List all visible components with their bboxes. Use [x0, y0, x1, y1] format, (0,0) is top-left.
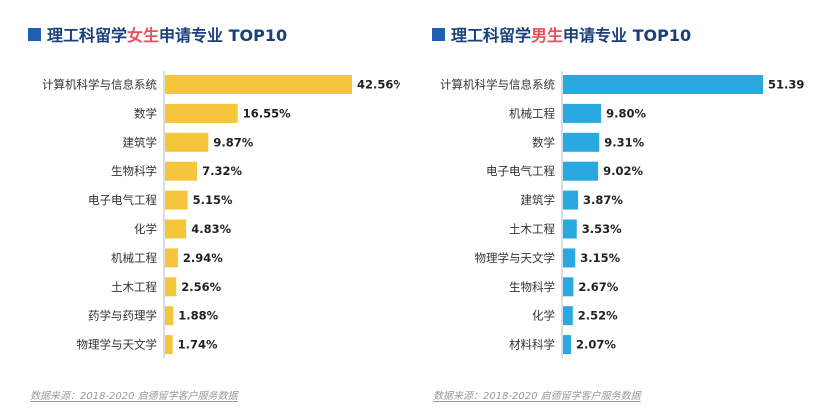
female-bar: [165, 75, 352, 94]
female-bar: [165, 219, 187, 239]
male-value-label: 3.53%: [582, 222, 622, 236]
female-bar-chart: 计算机科学与信息系统 42.56% 数学 16.55% 建筑学 9.87% 生物科学 7.32…: [42, 71, 400, 359]
male-value-label: 9.80%: [606, 106, 646, 120]
male-value-label: 3.15%: [580, 251, 620, 265]
male-bar: [563, 103, 602, 123]
male-bar: [563, 306, 573, 326]
female-bar: [165, 161, 198, 181]
male-category-label: 电子电气工程: [486, 164, 555, 178]
male-data-source: 数据来源：2018-2020 启德留学客户服务数据: [433, 391, 641, 402]
male-category-label: 材料科学: [509, 338, 555, 352]
female-title-highlight: 女生: [127, 26, 160, 45]
female-category-label: 机械工程: [111, 251, 157, 265]
female-bar: [165, 306, 174, 326]
male-title-suffix: 申请专业 TOP10: [563, 26, 692, 45]
male-bar: [563, 335, 572, 355]
male-category-label: 建筑学: [521, 193, 556, 207]
male-category-label: 计算机科学与信息系统: [440, 78, 555, 92]
male-chart-title: 理工科留学 男生 申请专业 TOP10: [432, 22, 691, 46]
title-square-icon: [28, 27, 41, 41]
male-category-label: 物理学与天文学: [475, 251, 556, 265]
male-bar: [563, 248, 576, 268]
female-bar: [165, 103, 238, 123]
female-value-label: 42.56%: [357, 78, 400, 92]
female-category-label: 建筑学: [123, 135, 158, 149]
female-value-label: 1.88%: [178, 309, 218, 323]
male-value-label: 9.02%: [603, 164, 643, 178]
female-value-label: 9.87%: [213, 135, 253, 149]
male-category-label: 化学: [532, 309, 555, 323]
female-category-label: 化学: [134, 222, 157, 236]
male-value-label: 51.39%: [768, 78, 805, 92]
female-category-label: 生物科学: [111, 164, 157, 178]
male-category-label: 生物科学: [509, 280, 555, 294]
female-title-prefix: 理工科留学: [47, 26, 128, 45]
female-value-label: 7.32%: [202, 164, 242, 178]
male-title-prefix: 理工科留学: [451, 26, 532, 45]
female-value-label: 5.15%: [193, 193, 233, 207]
title-square-icon: [432, 27, 445, 41]
male-category-label: 机械工程: [509, 106, 555, 120]
female-category-label: 物理学与天文学: [77, 338, 158, 352]
male-bar: [563, 132, 600, 152]
female-category-label: 电子电气工程: [88, 193, 157, 207]
female-value-label: 1.74%: [178, 338, 218, 352]
female-bar: [165, 190, 188, 210]
male-category-label: 数学: [532, 135, 555, 149]
male-bar: [563, 161, 599, 181]
female-value-label: 16.55%: [243, 106, 291, 120]
male-value-label: 2.52%: [578, 309, 618, 323]
male-bar: [563, 277, 574, 297]
male-category-label: 土木工程: [509, 222, 555, 236]
female-bar: [165, 132, 209, 152]
male-title-highlight: 男生: [531, 26, 564, 45]
female-category-label: 计算机科学与信息系统: [42, 78, 157, 92]
female-value-label: 4.83%: [191, 222, 231, 236]
female-value-label: 2.56%: [181, 280, 221, 294]
male-value-label: 2.67%: [578, 280, 618, 294]
male-bar: [563, 75, 763, 94]
female-bar: [165, 277, 177, 297]
female-title-suffix: 申请专业 TOP10: [159, 26, 288, 45]
female-chart-title: 理工科留学 女生 申请专业 TOP10: [28, 22, 287, 46]
female-category-label: 药学与药理学: [88, 309, 157, 323]
female-category-label: 数学: [134, 106, 157, 120]
female-bar: [165, 248, 178, 268]
male-value-label: 2.07%: [576, 338, 616, 352]
female-value-label: 2.94%: [183, 251, 223, 265]
female-data-source: 数据来源：2018-2020 启德留学客户服务数据: [30, 391, 238, 402]
female-bar: [165, 335, 173, 355]
female-category-label: 土木工程: [111, 280, 157, 294]
male-bar-chart: 计算机科学与信息系统 51.39% 机械工程 9.80% 数学 9.31% 电子电气工程 9.…: [440, 71, 805, 359]
male-bar: [563, 219, 577, 239]
male-value-label: 9.31%: [604, 135, 644, 149]
male-value-label: 3.87%: [583, 193, 623, 207]
male-bar: [563, 190, 579, 210]
